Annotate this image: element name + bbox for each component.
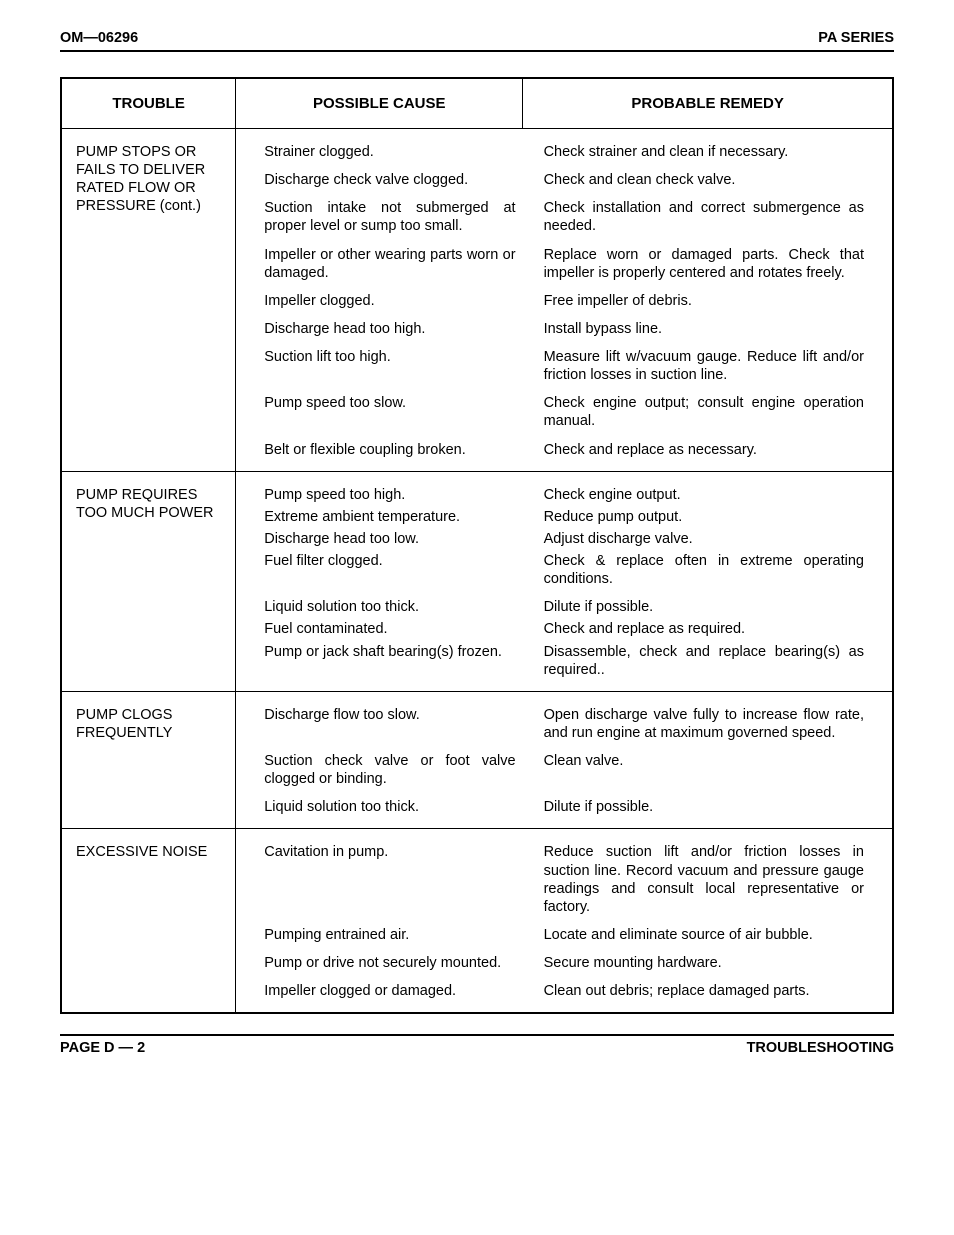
cause-text: Fuel contaminated.	[250, 620, 529, 638]
remedy-text: Reduce pump output.	[530, 508, 878, 526]
col-header-trouble: TROUBLE	[61, 78, 236, 129]
cause-text: Pump speed too slow.	[250, 394, 529, 430]
cause-text: Impeller or other wearing parts worn or …	[250, 246, 529, 282]
remedy-text: Check & replace often in extreme operati…	[530, 552, 878, 588]
cause-text: Strainer clogged.	[250, 143, 529, 161]
remedy-text: Secure mounting hardware.	[530, 954, 878, 972]
cause-text: Discharge check valve clogged.	[250, 171, 529, 189]
trouble-label: PUMP CLOGS FREQUENTLY	[62, 692, 235, 746]
remedy-text: Measure lift w/vacuum gauge. Reduce lift…	[530, 348, 878, 384]
remedy-text: Free impeller of debris.	[530, 292, 878, 310]
page-header: OM—06296 PA SERIES	[60, 30, 894, 52]
cause-text: Impeller clogged.	[250, 292, 529, 310]
troubleshooting-table: TROUBLE POSSIBLE CAUSE PROBABLE REMEDY P…	[60, 77, 894, 1014]
remedy-text: Locate and eliminate source of air bubbl…	[530, 926, 878, 944]
col-header-cause: POSSIBLE CAUSE	[236, 78, 523, 129]
cause-text: Discharge head too high.	[250, 320, 529, 338]
cause-text: Pumping entrained air.	[250, 926, 529, 944]
cause-text: Discharge head too low.	[250, 530, 529, 548]
cause-text: Pump speed too high.	[250, 486, 529, 504]
trouble-label: EXCESSIVE NOISE	[62, 829, 235, 865]
footer-right: TROUBLESHOOTING	[747, 1040, 894, 1056]
cause-text: Cavitation in pump.	[250, 843, 529, 916]
remedy-text: Dilute if possible.	[530, 798, 878, 816]
cause-text: Liquid solution too thick.	[250, 598, 529, 616]
header-left: OM—06296	[60, 30, 138, 46]
remedy-text: Check installation and correct submergen…	[530, 199, 878, 235]
remedy-text: Dilute if possible.	[530, 598, 878, 616]
cause-text: Liquid solution too thick.	[250, 798, 529, 816]
remedy-text: Install bypass line.	[530, 320, 878, 338]
trouble-label: PUMP REQUIRES TOO MUCH POWER	[62, 472, 235, 526]
remedy-text: Disassemble, check and replace bearing(s…	[530, 643, 878, 679]
remedy-text: Check strainer and clean if necessary.	[530, 143, 878, 161]
remedy-text: Reduce suction lift and/or friction loss…	[530, 843, 878, 916]
page-footer: PAGE D — 2 TROUBLESHOOTING	[60, 1034, 894, 1056]
cause-text: Pump or drive not securely mounted.	[250, 954, 529, 972]
footer-left: PAGE D — 2	[60, 1040, 145, 1056]
remedy-text: Adjust discharge valve.	[530, 530, 878, 548]
cause-text: Discharge flow too slow.	[250, 706, 529, 742]
cause-text: Suction intake not submerged at proper l…	[250, 199, 529, 235]
cause-text: Pump or jack shaft bearing(s) frozen.	[250, 643, 529, 679]
remedy-text: Check engine output; consult engine oper…	[530, 394, 878, 430]
col-header-remedy: PROBABLE REMEDY	[523, 78, 893, 129]
remedy-text: Clean valve.	[530, 752, 878, 788]
remedy-text: Check engine output.	[530, 486, 878, 504]
cause-text: Fuel filter clogged.	[250, 552, 529, 588]
remedy-text: Open discharge valve fully to increase f…	[530, 706, 878, 742]
cause-text: Suction check valve or foot valve clogge…	[250, 752, 529, 788]
cause-text: Belt or flexible coupling broken.	[250, 441, 529, 459]
remedy-text: Check and replace as necessary.	[530, 441, 878, 459]
cause-text: Impeller clogged or damaged.	[250, 982, 529, 1000]
remedy-text: Check and clean check valve.	[530, 171, 878, 189]
trouble-label: PUMP STOPS OR FAILS TO DELIVER RATED FLO…	[62, 129, 235, 220]
remedy-text: Check and replace as required.	[530, 620, 878, 638]
remedy-text: Clean out debris; replace damaged parts.	[530, 982, 878, 1000]
cause-text: Extreme ambient temperature.	[250, 508, 529, 526]
header-right: PA SERIES	[818, 30, 894, 46]
remedy-text: Replace worn or damaged parts. Check tha…	[530, 246, 878, 282]
cause-text: Suction lift too high.	[250, 348, 529, 384]
